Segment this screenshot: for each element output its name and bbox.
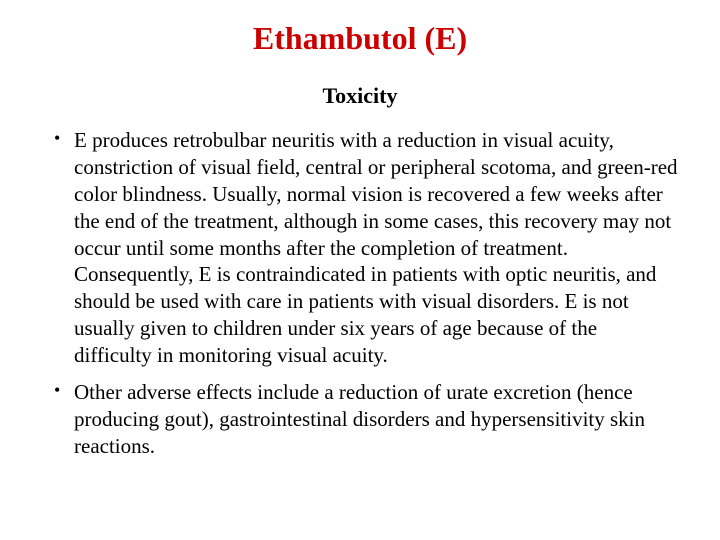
slide-title: Ethambutol (E) [40, 20, 680, 57]
list-item: E produces retrobulbar neuritis with a r… [50, 127, 680, 369]
bullet-list: E produces retrobulbar neuritis with a r… [40, 127, 680, 460]
slide-subtitle: Toxicity [40, 83, 680, 109]
list-item: Other adverse effects include a reductio… [50, 379, 680, 460]
